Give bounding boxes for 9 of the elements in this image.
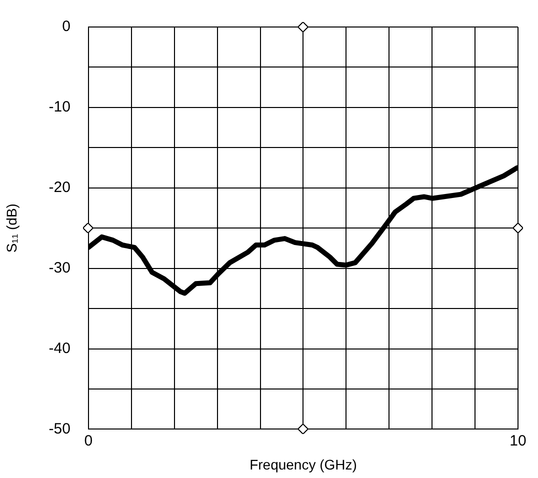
y-tick-label: -20 [48,179,70,196]
y-axis-title: S₁₁ (dB) [3,204,20,253]
y-tick-label: -10 [48,98,70,116]
y-tick-label: -30 [48,259,70,276]
x-tick-label: 10 [510,432,526,450]
y-tick-label: 0 [62,18,70,36]
y-tick-label: -50 [48,420,70,438]
x-axis-title: Frequency (GHz) [250,456,357,472]
y-tick-label: -40 [48,340,70,357]
